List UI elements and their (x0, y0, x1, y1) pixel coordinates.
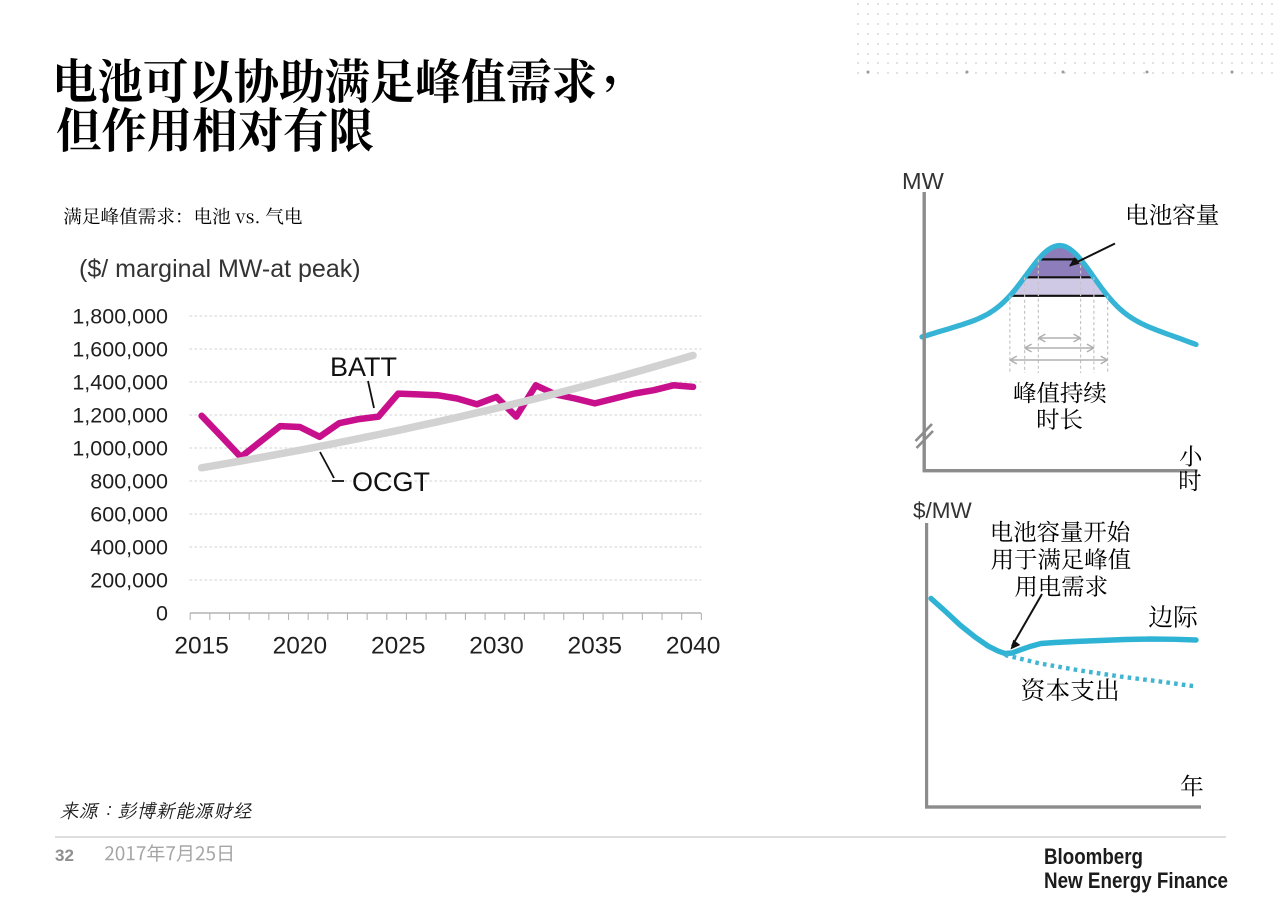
svg-text:0: 0 (156, 602, 168, 626)
svg-text:400,000: 400,000 (90, 536, 168, 560)
svg-text:($/ marginal MW-at peak): ($/ marginal MW-at peak) (79, 255, 361, 283)
svg-text:200,000: 200,000 (90, 569, 168, 593)
svg-text:2040: 2040 (666, 633, 721, 660)
svg-text:2020: 2020 (273, 633, 328, 660)
svg-text:2035: 2035 (568, 633, 623, 660)
svg-text:1,800,000: 1,800,000 (72, 305, 168, 329)
svg-text:2015: 2015 (174, 633, 229, 660)
svg-text:1,400,000: 1,400,000 (72, 371, 168, 395)
svg-text:OCGT: OCGT (352, 467, 430, 497)
svg-text:2030: 2030 (469, 633, 524, 660)
svg-text:1,200,000: 1,200,000 (72, 404, 168, 428)
svg-text:Bloomberg: Bloomberg (1044, 844, 1143, 869)
svg-text:800,000: 800,000 (90, 470, 168, 494)
svg-text:BATT: BATT (330, 352, 397, 382)
svg-text:New Energy Finance: New Energy Finance (1044, 868, 1228, 893)
svg-text:1,000,000: 1,000,000 (72, 437, 168, 461)
svg-text:32: 32 (55, 846, 74, 865)
svg-text:1,600,000: 1,600,000 (72, 338, 168, 362)
svg-text:2025: 2025 (371, 633, 426, 660)
svg-text:600,000: 600,000 (90, 503, 168, 527)
svg-text:MW: MW (902, 168, 945, 194)
svg-text:$/MW: $/MW (913, 498, 973, 523)
